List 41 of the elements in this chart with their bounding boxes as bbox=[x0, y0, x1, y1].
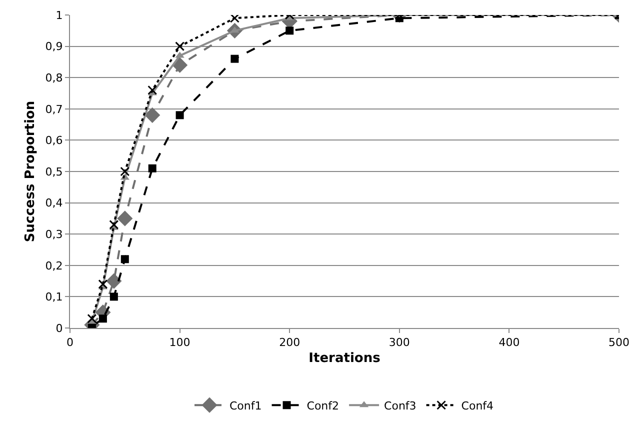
point bbox=[176, 111, 184, 120]
point bbox=[175, 42, 185, 52]
y-tick-label: 0,2 bbox=[45, 259, 63, 272]
y-tick-label: 0,1 bbox=[45, 290, 63, 304]
point bbox=[110, 292, 118, 301]
point bbox=[117, 210, 133, 226]
x-tick-label: 500 bbox=[608, 336, 630, 350]
x-tick-label: 0 bbox=[66, 336, 74, 350]
x-tick-label: 200 bbox=[279, 336, 300, 350]
x-tick-label: 300 bbox=[388, 336, 410, 350]
point bbox=[120, 166, 130, 176]
point bbox=[148, 85, 158, 95]
point bbox=[230, 54, 239, 63]
legend-label: Conf3 bbox=[384, 399, 416, 412]
point bbox=[144, 107, 160, 123]
x-tick-label: 100 bbox=[169, 336, 190, 350]
point bbox=[98, 314, 107, 323]
y-tick-label: 0,9 bbox=[45, 40, 63, 54]
y-tick-label: 0,3 bbox=[45, 228, 63, 241]
point bbox=[87, 314, 97, 324]
y-tick-label: 0,5 bbox=[45, 165, 63, 178]
x-axis-title: Iterations bbox=[308, 350, 381, 366]
point bbox=[230, 15, 240, 23]
point bbox=[286, 26, 294, 35]
y-tick-label: 0,8 bbox=[45, 71, 63, 84]
point bbox=[98, 279, 108, 289]
y-tick-label: 1 bbox=[56, 8, 63, 22]
x-tick-label: 400 bbox=[498, 336, 520, 350]
point bbox=[109, 220, 119, 230]
legend-label: Conf2 bbox=[306, 399, 340, 412]
point bbox=[172, 57, 188, 73]
legend-label: Conf1 bbox=[230, 399, 262, 412]
y-axis-title: Success Proportion bbox=[23, 100, 38, 242]
legend-label: Conf4 bbox=[461, 399, 494, 412]
point bbox=[106, 273, 122, 289]
y-tick-label: 0,6 bbox=[45, 134, 63, 148]
point bbox=[148, 164, 156, 172]
y-tick-label: 0,7 bbox=[45, 102, 63, 116]
y-tick-label: 0,4 bbox=[45, 196, 63, 210]
y-tick-label: 0 bbox=[56, 322, 63, 335]
point bbox=[120, 255, 129, 264]
